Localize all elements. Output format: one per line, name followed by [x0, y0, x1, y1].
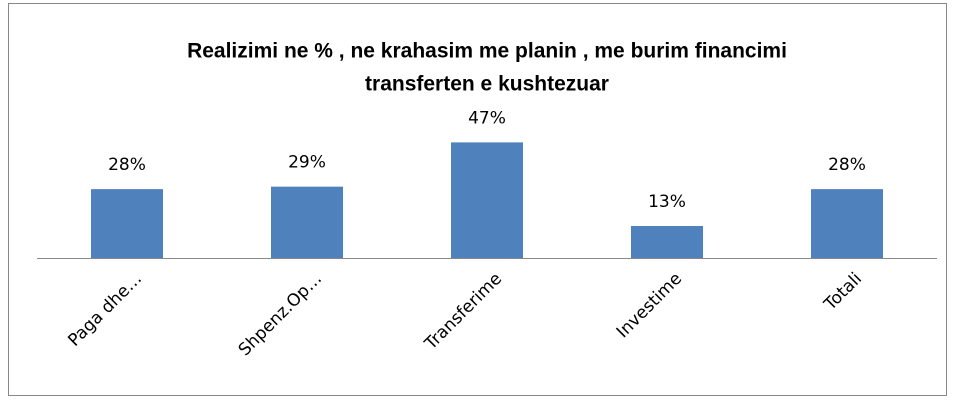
data-label: 13%: [648, 192, 686, 212]
bar: [91, 189, 163, 258]
data-label: 28%: [108, 155, 146, 175]
chart-title: transferten e kushtezuar: [365, 73, 609, 96]
bar: [811, 189, 883, 258]
bar: [631, 226, 703, 258]
data-label: 29%: [288, 153, 326, 173]
data-label: 47%: [468, 108, 506, 128]
bar: [271, 186, 343, 258]
data-label: 28%: [828, 155, 866, 175]
bar: [451, 142, 523, 258]
chart-title: Realizimi ne % , ne krahasim me planin ,…: [187, 40, 787, 63]
